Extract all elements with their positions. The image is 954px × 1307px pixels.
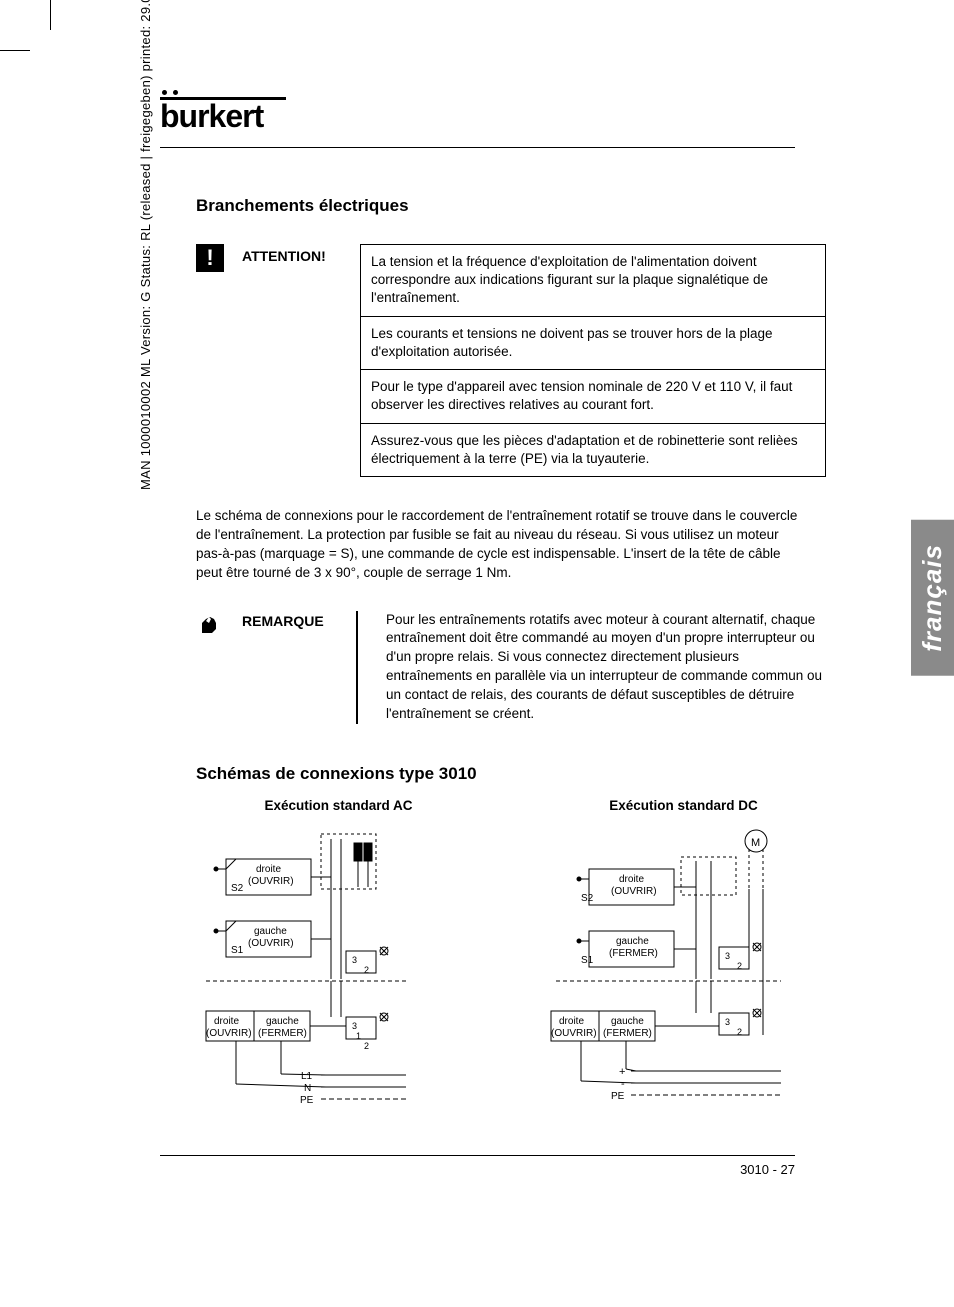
page-number: 3010 - 27 (160, 1162, 795, 1177)
svg-text:2: 2 (737, 961, 742, 971)
svg-text:(OUVRIR): (OUVRIR) (248, 938, 294, 949)
svg-text:droite: droite (619, 874, 644, 885)
svg-text:-: - (621, 1078, 625, 1090)
svg-text:3: 3 (352, 1021, 357, 1031)
remark-block: REMARQUE Pour les entraînements rotatifs… (196, 611, 826, 724)
svg-text:gauche: gauche (254, 926, 287, 937)
header-rule (160, 147, 795, 148)
remark-text: Pour les entraînements rotatifs avec mot… (376, 611, 826, 724)
schema-dc: Exécution standard DC M (541, 798, 826, 1124)
language-tab: français (911, 520, 954, 676)
schema-ac-diagram: S2 droite (OUVRIR) S1 gauche (OUVRIR) (196, 829, 456, 1119)
schema-dc-diagram: M S2 droite (OUVRIR) (541, 829, 821, 1119)
svg-text:(FERMER): (FERMER) (603, 1028, 652, 1039)
svg-text:3: 3 (352, 955, 357, 965)
svg-text:droite: droite (559, 1016, 584, 1027)
svg-text:S1: S1 (231, 945, 244, 956)
svg-text:+: + (619, 1066, 625, 1078)
warning-icon: ! (196, 244, 224, 272)
svg-text:droite: droite (214, 1016, 239, 1027)
attention-para: Assurez-vous que les pièces d'adaptation… (361, 424, 825, 476)
svg-text:M: M (751, 837, 760, 849)
schema-dc-title: Exécution standard DC (541, 798, 826, 813)
svg-text:PE: PE (611, 1091, 625, 1102)
svg-text:2: 2 (364, 965, 369, 975)
logo-text: burkert (160, 98, 880, 135)
burkert-logo: burkert (160, 90, 880, 135)
svg-text:(OUVRIR): (OUVRIR) (248, 876, 294, 887)
svg-text:(FERMER): (FERMER) (609, 948, 658, 959)
body-paragraph: Le schéma de connexions pour le raccorde… (196, 507, 808, 583)
svg-text:S1: S1 (581, 955, 594, 966)
svg-text:2: 2 (364, 1041, 369, 1051)
svg-text:gauche: gauche (611, 1016, 644, 1027)
svg-text:gauche: gauche (616, 936, 649, 947)
svg-text:(OUVRIR): (OUVRIR) (551, 1028, 597, 1039)
hand-icon (196, 611, 224, 639)
footer: 3010 - 27 (160, 1155, 795, 1177)
section-title: Branchements électriques (196, 196, 826, 216)
svg-text:S2: S2 (581, 893, 594, 904)
svg-text:gauche: gauche (266, 1016, 299, 1027)
attention-label: ATTENTION! (242, 244, 342, 477)
attention-para: Pour le type d'appareil avec tension nom… (361, 370, 825, 423)
attention-para: Les courants et tensions ne doivent pas … (361, 317, 825, 370)
svg-text:N: N (304, 1083, 311, 1094)
svg-text:3: 3 (725, 951, 730, 961)
schema-title: Schémas de connexions type 3010 (196, 764, 826, 784)
svg-text:S2: S2 (231, 883, 244, 894)
attention-box-group: La tension et la fréquence d'exploitatio… (360, 244, 826, 477)
svg-text:1: 1 (356, 1031, 361, 1041)
footer-rule (160, 1155, 795, 1156)
schema-ac: Exécution standard AC (196, 798, 481, 1124)
svg-text:2: 2 (737, 1027, 742, 1037)
remark-label: REMARQUE (242, 611, 338, 724)
svg-text:(FERMER): (FERMER) (258, 1028, 307, 1039)
svg-text:3: 3 (725, 1017, 730, 1027)
attention-block: ! ATTENTION! La tension et la fréquence … (196, 244, 826, 477)
remark-divider (356, 611, 358, 724)
svg-text:(OUVRIR): (OUVRIR) (611, 886, 657, 897)
svg-text:L1: L1 (301, 1071, 313, 1082)
margin-note: MAN 1000010002 ML Version: G Status: RL … (138, 0, 153, 490)
svg-text:(OUVRIR): (OUVRIR) (206, 1028, 252, 1039)
schema-ac-title: Exécution standard AC (196, 798, 481, 813)
svg-text:droite: droite (256, 864, 281, 875)
svg-text:PE: PE (300, 1095, 314, 1106)
attention-para: La tension et la fréquence d'exploitatio… (361, 245, 825, 317)
